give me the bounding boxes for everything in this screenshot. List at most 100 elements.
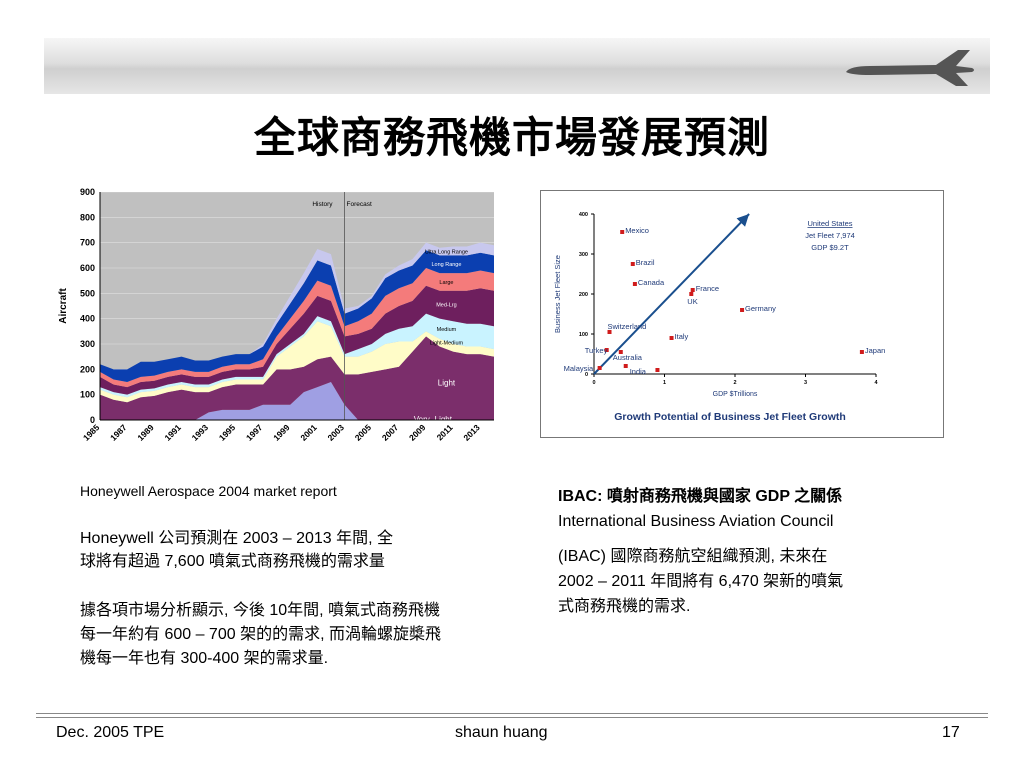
area-series (100, 382, 494, 420)
x-tick-label: 1999 (271, 422, 292, 443)
data-point (632, 282, 637, 286)
honeywell-forecast-line-2: 球將有超過 7,600 噴氣式商務飛機的需求量 (80, 553, 385, 570)
point-label: Australia (613, 353, 643, 362)
point-label: Canada (638, 278, 665, 287)
y-tick-label: 300 (579, 252, 588, 258)
point-label: Mexico (625, 226, 649, 235)
legend-label: Med-Lrg (436, 303, 456, 309)
legend-label: Large (439, 280, 453, 286)
area-series (100, 285, 494, 395)
market-analysis-line-2: 每一年約有 600 – 700 架的的需求, 而渦輪螺旋槳飛 (80, 626, 441, 643)
gdp-fleet-scatter-chart: 0 100 200 300 400 0 1 2 3 4 Mexico Brazil Canada Fran… (540, 190, 944, 438)
x-tick-label: 2003 (326, 422, 347, 443)
ibac-org-name: International Business Aviation Council (558, 513, 834, 530)
x-tick-label: 1989 (135, 422, 156, 443)
area-series (100, 268, 494, 388)
airplane-icon (846, 50, 974, 86)
x-tick-label: 2 (733, 380, 736, 386)
point-label: Italy (675, 332, 689, 341)
y-tick-label: 200 (579, 292, 588, 298)
y-tick-label: 800 (80, 212, 95, 222)
x-tick-label: 3 (804, 380, 807, 386)
data-point (597, 366, 602, 370)
x-tick-label: 2009 (407, 422, 428, 443)
data-point (623, 364, 628, 368)
header-banner (44, 38, 990, 94)
y-axis-label: Business Jet Fleet Size (553, 255, 562, 333)
data-point (689, 292, 694, 296)
history-label: History (312, 201, 333, 208)
ibac-heading: IBAC: 噴射商務飛機與國家 GDP 之關係 (558, 488, 843, 505)
x-axis-label: GDP $Trillions (713, 391, 758, 398)
data-point (607, 330, 612, 334)
area-series (100, 321, 494, 403)
point-label: Japan (865, 346, 885, 355)
point-label: France (696, 284, 719, 293)
x-tick-label: 2013 (461, 422, 482, 443)
point-label: Malaysia (564, 364, 594, 373)
y-tick-label: 0 (90, 415, 95, 425)
y-tick-label: 900 (80, 187, 95, 197)
honeywell-forecast-line-1: Honeywell 公司預測在 2003 – 2013 年間, 全 (80, 530, 394, 547)
y-tick-label: 400 (579, 212, 588, 218)
x-tick-label: 1995 (217, 422, 238, 443)
x-tick-label: 1993 (190, 422, 211, 443)
data-point (604, 348, 609, 352)
legend-label: Long Range (431, 262, 461, 268)
y-tick-label: 300 (80, 339, 95, 349)
y-tick-label: 100 (579, 332, 588, 338)
data-point (655, 368, 660, 372)
slide-title: 全球商務飛機市場發展預測 (253, 113, 770, 162)
area-series (100, 336, 494, 420)
data-point (859, 350, 864, 354)
point-label: India (630, 367, 647, 376)
point-label: Brazil (636, 258, 655, 267)
market-analysis-line-3: 機每一年也有 300-400 架的需求量. (80, 650, 329, 667)
y-tick-label: 500 (80, 288, 95, 298)
data-point (690, 288, 695, 292)
area-series (100, 250, 494, 382)
chart-title: Growth Potential of Business Jet Fleet G… (614, 411, 846, 423)
footer-date: Dec. 2005 TPE (56, 724, 165, 741)
y-tick-label: 200 (80, 364, 95, 374)
x-tick-label: 1 (663, 380, 666, 386)
ibac-forecast-line-1: (IBAC) 國際商務航空組織預測, 未來在 (558, 548, 828, 565)
y-tick-label: 0 (585, 372, 588, 378)
x-tick-label: 1991 (162, 422, 183, 443)
x-tick-label: 1997 (244, 422, 265, 443)
legend-label: Light (438, 378, 456, 387)
y-tick-label: 400 (80, 314, 95, 324)
market-analysis-line-1: 據各項市場分析顯示, 今後 10年間, 噴氣式商務飛機 (80, 602, 441, 619)
point-label: Turkey (585, 346, 608, 355)
x-tick-label: 1987 (108, 422, 129, 443)
x-tick-label: 1985 (81, 422, 102, 443)
x-tick-label: 2007 (380, 422, 401, 443)
ibac-forecast-line-3: 式商務飛機的需求. (558, 598, 691, 615)
y-tick-label: 600 (80, 263, 95, 273)
us-annotation-title: United States (807, 219, 852, 228)
footer-author: shaun huang (455, 724, 548, 741)
chart-frame (540, 190, 944, 438)
legend-label: Ultra Long Range (425, 250, 468, 256)
slide-number: 17 (942, 724, 960, 741)
ibac-forecast-line-2: 2002 – 2011 年間將有 6,470 架新的噴氣 (558, 573, 844, 590)
x-tick-label: 4 (874, 380, 878, 386)
legend-label: Medium (437, 327, 457, 333)
point-label: UK (687, 297, 697, 306)
x-tick-label: 2005 (353, 422, 374, 443)
area-series (100, 313, 494, 398)
source-caption: Honeywell Aerospace 2004 market report (80, 483, 337, 499)
x-tick-label: 2011 (435, 422, 455, 442)
trend-arrow (593, 213, 750, 375)
x-tick-label: 2001 (298, 422, 319, 443)
data-point (630, 262, 635, 266)
y-tick-label: 700 (80, 238, 95, 248)
y-axis-label: Aircraft (58, 288, 69, 324)
us-annotation-fleet: Jet Fleet 7,974 (805, 231, 855, 240)
legend-label: Light-Medium (430, 341, 464, 347)
point-label: Switzerland (608, 322, 647, 331)
x-tick-label: 0 (592, 380, 595, 386)
data-point (669, 336, 674, 340)
point-label: Germany (745, 304, 776, 313)
